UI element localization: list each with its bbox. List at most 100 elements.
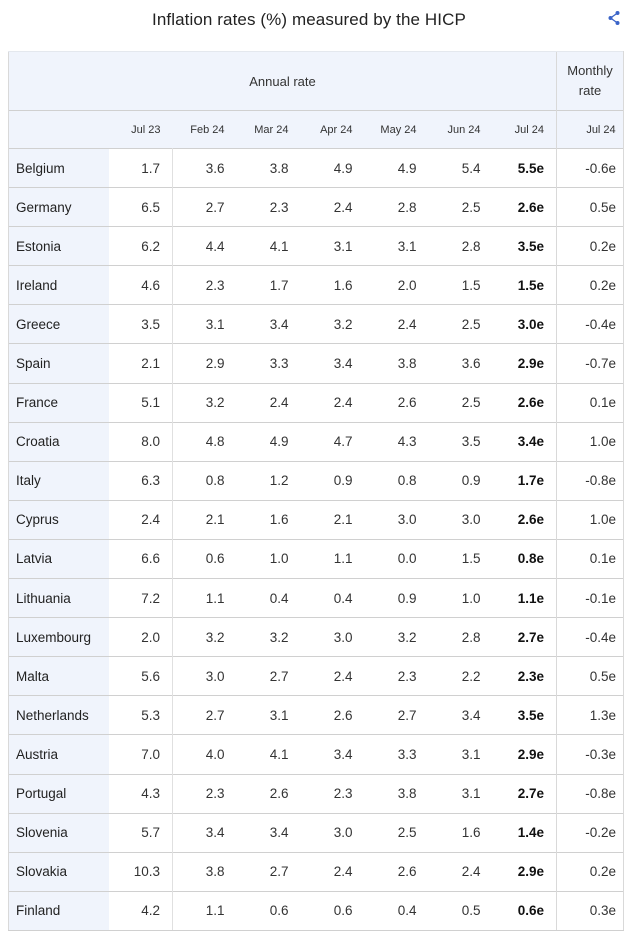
table-row: Malta 5.6 3.0 2.7 2.4 2.3 2.2 2.3e 0.5e <box>8 656 624 696</box>
annual-rate-cell: 3.0 <box>300 617 365 657</box>
annual-rate-cell: 2.5 <box>428 304 493 344</box>
country-cell: Belgium <box>8 147 109 188</box>
monthly-rate-cell: 0.1e <box>556 538 624 579</box>
annual-rate-cell: 2.7 <box>172 187 237 227</box>
country-cell: Portugal <box>8 773 109 814</box>
annual-rate-cell: 2.4 <box>364 304 429 344</box>
country-cell: Germany <box>8 187 109 227</box>
country-cell: France <box>8 382 109 423</box>
annual-rate-cell: 2.4 <box>300 851 365 892</box>
annual-rate-cell: 4.4 <box>172 226 237 266</box>
annual-rate-cell: 3.1 <box>236 695 301 735</box>
country-cell: Spain <box>8 343 109 384</box>
monthly-rate-cell: 0.3e <box>556 890 624 931</box>
column-header[interactable]: Jul 24 <box>492 110 557 149</box>
annual-rate-cell: 2.4 <box>108 499 173 540</box>
annual-rate-cell: 2.6 <box>364 851 429 892</box>
annual-rate-cell: 2.8 <box>364 187 429 227</box>
annual-rate-cell: 3.5 <box>428 421 493 462</box>
annual-rate-cell: 0.5 <box>428 890 493 931</box>
annual-rate-cell: 2.6 <box>236 773 301 814</box>
annual-rate-cell: 4.1 <box>236 734 301 774</box>
annual-rate-cell: 2.8 <box>428 226 493 266</box>
table-row: Luxembourg 2.0 3.2 3.2 3.0 3.2 2.8 2.7e -0.4e <box>8 617 624 657</box>
share-icon[interactable] <box>606 10 622 26</box>
annual-rate-cell: 2.3 <box>300 773 365 814</box>
annual-rate-cell: 0.9 <box>428 460 493 501</box>
annual-rate-cell: 2.6 <box>364 382 429 423</box>
annual-rate-cell: 3.5 <box>108 304 173 344</box>
annual-rate-cell: 3.3 <box>236 343 301 384</box>
annual-rate-cell: 2.3 <box>172 773 237 814</box>
country-cell: Cyprus <box>8 499 109 540</box>
annual-rate-cell: 8.0 <box>108 421 173 462</box>
column-header[interactable]: Feb 24 <box>172 110 237 149</box>
annual-rate-cell: 0.8 <box>364 460 429 501</box>
annual-rate-header: Annual rate <box>8 51 557 111</box>
annual-rate-cell: 0.0 <box>364 538 429 579</box>
annual-rate-cell: 2.3 <box>236 187 301 227</box>
annual-rate-cell: 3.2 <box>172 617 237 657</box>
country-cell: Luxembourg <box>8 617 109 657</box>
column-header[interactable]: May 24 <box>364 110 429 149</box>
annual-rate-cell: 2.7 <box>236 656 301 696</box>
annual-rate-cell: 3.0e <box>492 304 557 344</box>
annual-rate-cell: 4.1 <box>236 226 301 266</box>
annual-rate-cell: 1.0 <box>428 578 493 618</box>
annual-rate-cell: 3.4 <box>428 695 493 735</box>
annual-rate-cell: 2.9e <box>492 734 557 774</box>
annual-rate-cell: 10.3 <box>108 851 173 892</box>
title-bar: Inflation rates (%) measured by the HICP <box>0 0 630 42</box>
annual-rate-cell: 0.8 <box>172 460 237 501</box>
annual-rate-label: Annual rate <box>249 73 316 89</box>
annual-rate-cell: 1.0 <box>236 538 301 579</box>
annual-rate-cell: 1.1 <box>300 538 365 579</box>
country-cell: Slovenia <box>8 812 109 853</box>
annual-rate-cell: 1.5 <box>428 265 493 305</box>
column-header[interactable]: Jul 23 <box>108 110 173 149</box>
country-cell: Estonia <box>8 226 109 266</box>
annual-rate-cell: 2.7 <box>364 695 429 735</box>
annual-rate-cell: 2.1 <box>172 499 237 540</box>
annual-rate-cell: 2.3 <box>364 656 429 696</box>
country-cell: Netherlands <box>8 695 109 735</box>
annual-rate-cell: 2.0 <box>108 617 173 657</box>
annual-rate-cell: 1.7 <box>108 147 173 188</box>
annual-rate-cell: 2.7e <box>492 617 557 657</box>
annual-rate-cell: 2.3 <box>172 265 237 305</box>
table-row: Finland 4.2 1.1 0.6 0.6 0.4 0.5 0.6e 0.3e <box>8 890 624 931</box>
monthly-rate-cell: -0.8e <box>556 460 624 501</box>
annual-rate-cell: 2.4 <box>300 382 365 423</box>
table-row: Lithuania 7.2 1.1 0.4 0.4 0.9 1.0 1.1e -0.1e <box>8 578 624 618</box>
annual-rate-cell: 0.9 <box>364 578 429 618</box>
annual-rate-cell: 7.0 <box>108 734 173 774</box>
column-header[interactable]: Jun 24 <box>428 110 493 149</box>
annual-rate-cell: 1.5e <box>492 265 557 305</box>
column-header[interactable]: Apr 24 <box>300 110 365 149</box>
country-cell: Ireland <box>8 265 109 305</box>
monthly-rate-cell: -0.7e <box>556 343 624 384</box>
annual-rate-cell: 1.1 <box>172 890 237 931</box>
table-row: Belgium 1.7 3.6 3.8 4.9 4.9 5.4 5.5e -0.6e <box>8 147 624 188</box>
table-row: Ireland 4.6 2.3 1.7 1.6 2.0 1.5 1.5e 0.2e <box>8 265 624 305</box>
table-row: Spain 2.1 2.9 3.3 3.4 3.8 3.6 2.9e -0.7e <box>8 343 624 384</box>
table-row: Slovakia 10.3 3.8 2.7 2.4 2.6 2.4 2.9e 0.2e <box>8 851 624 892</box>
annual-rate-cell: 0.4 <box>236 578 301 618</box>
country-cell: Croatia <box>8 421 109 462</box>
annual-rate-cell: 3.0 <box>364 499 429 540</box>
column-header[interactable]: Jul 24 <box>556 110 624 149</box>
annual-rate-cell: 3.2 <box>236 617 301 657</box>
annual-rate-cell: 1.6 <box>236 499 301 540</box>
annual-rate-cell: 0.6 <box>172 538 237 579</box>
monthly-rate-cell: -0.2e <box>556 812 624 853</box>
annual-rate-cell: 5.5e <box>492 147 557 188</box>
annual-rate-cell: 3.1 <box>428 773 493 814</box>
annual-rate-cell: 1.5 <box>428 538 493 579</box>
monthly-rate-cell: -0.4e <box>556 617 624 657</box>
table-row: Latvia 6.6 0.6 1.0 1.1 0.0 1.5 0.8e 0.1e <box>8 538 624 579</box>
monthly-rate-cell: -0.6e <box>556 147 624 188</box>
annual-rate-cell: 2.9e <box>492 851 557 892</box>
table-row: Slovenia 5.7 3.4 3.4 3.0 2.5 1.6 1.4e -0.2e <box>8 812 624 853</box>
column-header[interactable]: Mar 24 <box>236 110 301 149</box>
annual-rate-cell: 3.4 <box>236 812 301 853</box>
